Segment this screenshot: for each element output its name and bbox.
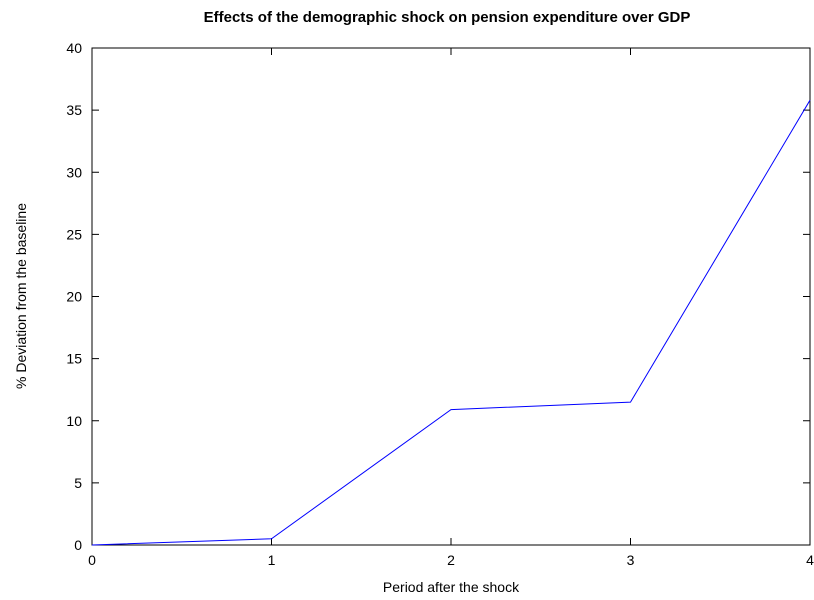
x-tick-label: 4 <box>806 552 814 568</box>
y-tick-label: 15 <box>66 351 82 367</box>
y-tick-label: 35 <box>66 102 82 118</box>
chart-title: Effects of the demographic shock on pens… <box>204 9 691 26</box>
x-tick-label: 0 <box>88 552 96 568</box>
y-tick-label: 0 <box>74 537 82 553</box>
x-tick-label: 2 <box>447 552 455 568</box>
y-tick-label: 5 <box>74 475 82 491</box>
y-axis-label: % Deviation from the baseline <box>13 203 29 389</box>
y-tick-label: 10 <box>66 413 82 429</box>
x-tick-label: 1 <box>268 552 276 568</box>
data-line <box>91 99 811 546</box>
y-tick-label: 40 <box>66 40 82 56</box>
y-tick-label: 25 <box>66 226 82 242</box>
x-axis-label: Period after the shock <box>383 579 520 595</box>
y-tick-label: 20 <box>66 289 82 305</box>
y-tick-label: 30 <box>66 164 82 180</box>
x-tick-label: 3 <box>627 552 635 568</box>
